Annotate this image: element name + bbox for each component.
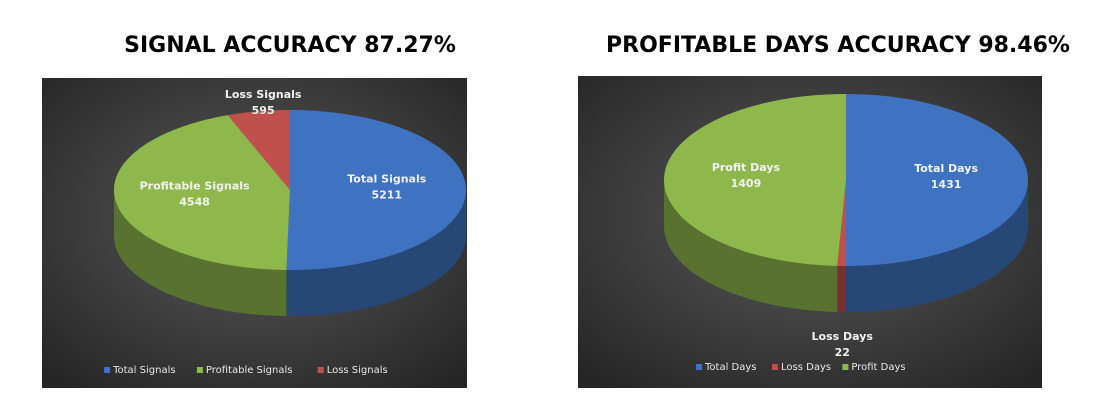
legend-label: Profit Days [851, 362, 905, 373]
legend-label: Total Signals [112, 365, 175, 376]
data-label-name: Loss Days [812, 330, 874, 343]
legend-label: Profitable Signals [206, 365, 293, 376]
pie-slice [227, 110, 290, 190]
pie-slice-side [837, 265, 846, 312]
legend-marker [772, 364, 778, 370]
legend-marker [696, 364, 702, 370]
pie-slice-side [664, 180, 838, 312]
pie-slice-side [846, 180, 1028, 312]
data-label-name: Profitable Signals [140, 179, 250, 192]
pie-slice [286, 110, 466, 270]
data-label-value: 5211 [371, 188, 402, 201]
legend-marker [317, 367, 324, 373]
data-label-name: Profit Days [712, 161, 781, 174]
pie-slice [664, 94, 846, 266]
legend-marker [842, 364, 849, 370]
data-label-name: Total Signals [347, 172, 426, 185]
data-label-name: Loss Signals [225, 88, 302, 101]
legend-marker [196, 367, 203, 373]
pie-slice [846, 94, 1028, 266]
data-label-name: Total Days [914, 162, 978, 175]
data-label-value: 1409 [731, 177, 762, 190]
chart-title: SIGNAL ACCURACY 87.27% [124, 33, 456, 58]
legend-marker [104, 367, 111, 373]
legend-label: Total Days [704, 362, 757, 373]
pie-slice [837, 180, 846, 266]
data-label-value: 595 [252, 104, 275, 117]
pie-slice-side [114, 190, 287, 316]
pie-slice [114, 115, 290, 270]
data-label-value: 4548 [179, 195, 210, 208]
data-label-value: 1431 [931, 178, 962, 191]
pie-slice-side [286, 190, 466, 316]
legend-label: Loss Signals [327, 365, 388, 376]
chart-title: PROFITABLE DAYS ACCURACY 98.46% [606, 33, 1070, 58]
legend-label: Loss Days [781, 362, 831, 373]
data-label-value: 22 [835, 346, 850, 359]
